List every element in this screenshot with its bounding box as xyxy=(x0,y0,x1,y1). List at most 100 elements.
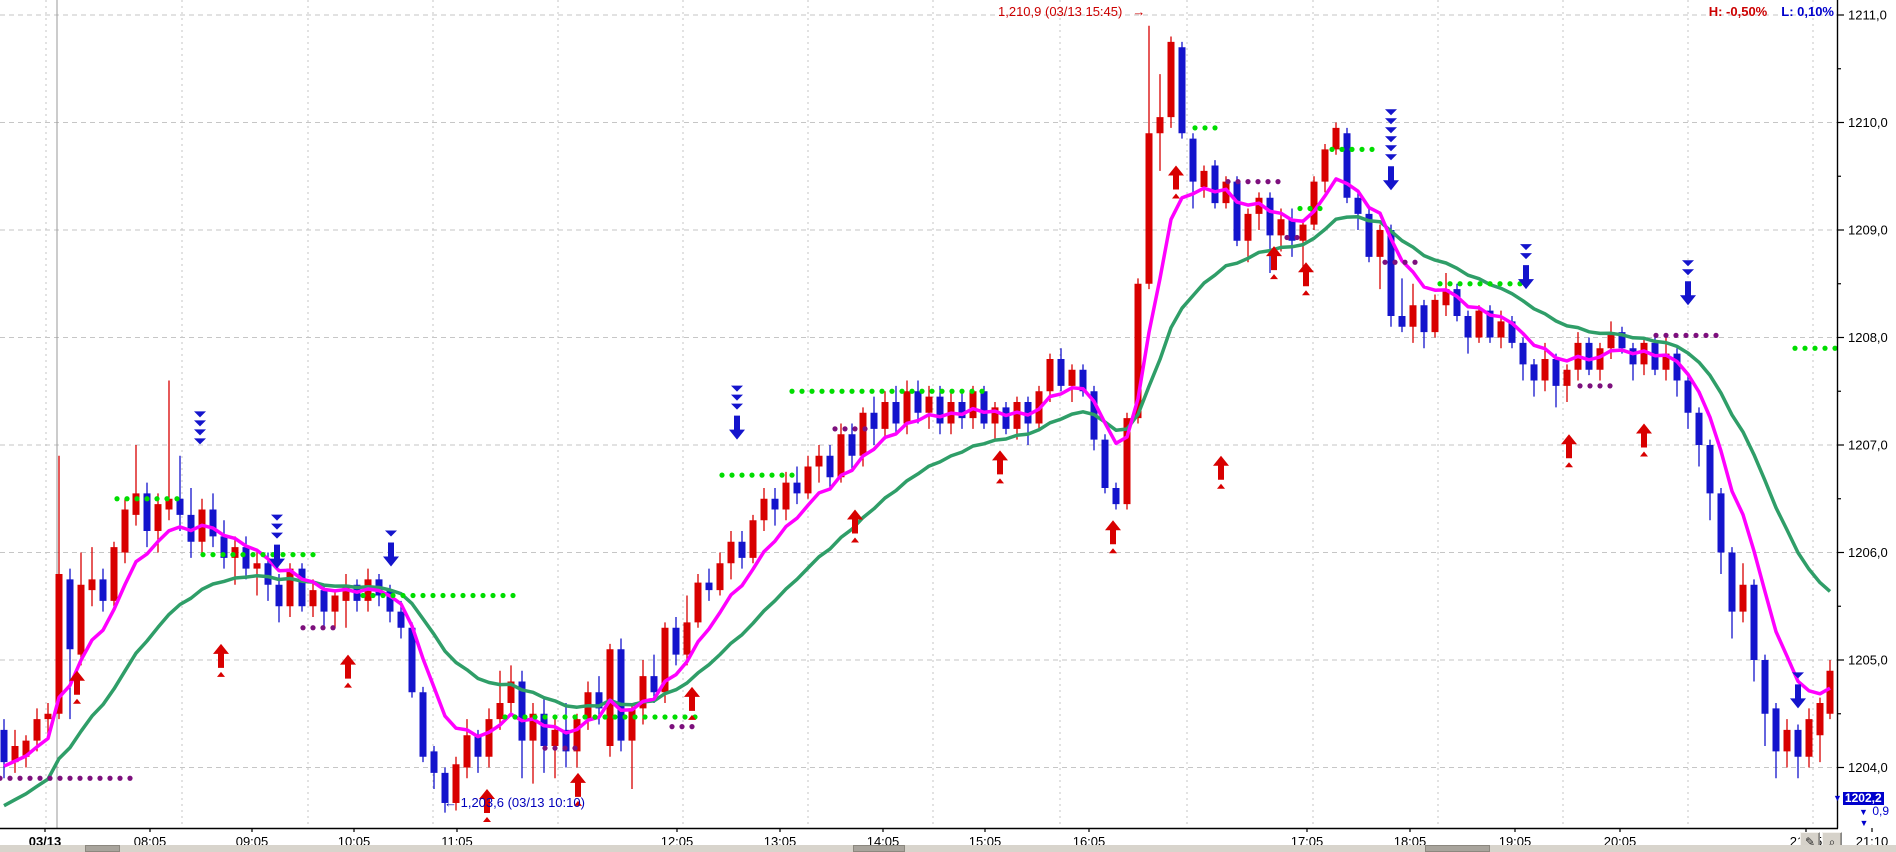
candle-down xyxy=(1508,321,1516,343)
candle-down xyxy=(793,482,801,494)
candle-down xyxy=(1618,332,1626,349)
candle-up xyxy=(969,391,977,419)
sell-chevron-icon xyxy=(1792,672,1804,679)
green-signal-dots xyxy=(909,388,915,394)
candle-down xyxy=(1728,552,1736,612)
candle-up xyxy=(165,498,173,510)
green-signal-dots xyxy=(899,388,905,394)
green-signal-dots xyxy=(562,714,568,720)
sell-chevron-icon xyxy=(1385,154,1397,161)
candle-up xyxy=(991,407,999,424)
candle-down xyxy=(848,434,856,456)
green-signal-dots xyxy=(829,388,835,394)
candle-down xyxy=(1706,445,1714,494)
low-change-label: L: 0,10% xyxy=(1781,4,1834,19)
purple-signal-dots xyxy=(1597,383,1603,389)
last-price-value: 1202,2 xyxy=(1842,791,1884,805)
sell-chevron-icon xyxy=(194,420,206,427)
candle-up xyxy=(837,434,845,478)
candle-up xyxy=(1255,197,1263,214)
green-signal-dots xyxy=(1297,205,1303,212)
green-signal-dots xyxy=(1349,146,1355,152)
candle-down xyxy=(386,590,394,612)
green-signal-dots xyxy=(260,552,266,558)
green-signal-dots xyxy=(939,388,945,394)
green-signal-dots xyxy=(1307,205,1313,212)
purple-signal-dots xyxy=(542,745,548,751)
candle-up xyxy=(1332,127,1340,150)
buy-arrow-dot-icon xyxy=(1217,483,1225,489)
candle-up xyxy=(1442,289,1450,306)
green-signal-dots xyxy=(134,496,140,502)
candle-up xyxy=(1167,41,1175,118)
purple-signal-dots xyxy=(47,775,53,781)
buy-arrow-icon xyxy=(479,789,495,813)
candle-up xyxy=(551,729,559,746)
green-signal-dots xyxy=(612,714,618,720)
purple-signal-dots xyxy=(0,775,3,781)
candle-down xyxy=(1673,353,1681,381)
sell-chevron-icon xyxy=(194,411,206,418)
green-signal-dots xyxy=(1359,146,1365,152)
candle-up xyxy=(661,627,669,693)
purple-signal-dots xyxy=(1294,234,1300,241)
candle-down xyxy=(1387,230,1395,316)
candle-down xyxy=(518,681,526,741)
green-signal-dots xyxy=(1212,125,1218,131)
green-signal-dots xyxy=(969,388,975,394)
buy-arrow-dot-icon xyxy=(1109,548,1117,554)
candle-down xyxy=(1233,181,1241,241)
candle-down xyxy=(66,579,74,650)
candle-down xyxy=(980,391,988,424)
candle-up xyxy=(1431,299,1439,333)
candle-down xyxy=(540,713,548,746)
candle-up xyxy=(804,466,812,494)
candle-up xyxy=(628,708,636,741)
green-signal-dots xyxy=(250,552,256,558)
magnifier-icon: ⌕ xyxy=(1828,835,1836,849)
green-signal-dots xyxy=(164,496,170,502)
candle-down xyxy=(705,582,713,591)
candle-down xyxy=(419,692,427,757)
candle-down xyxy=(298,568,306,607)
down-triangle-icon: ▼ xyxy=(1859,818,1869,828)
candle-up xyxy=(1816,703,1824,736)
horizontal-scrollbar[interactable] xyxy=(0,845,1896,852)
sell-arrow-icon xyxy=(729,415,745,440)
sell-arrow-icon xyxy=(1680,281,1696,306)
candle-down xyxy=(1189,138,1197,182)
green-signal-dots xyxy=(769,472,775,478)
ma-fast-line xyxy=(3,177,1831,768)
green-signal-dots xyxy=(662,714,668,720)
green-signal-dots xyxy=(859,388,865,394)
purple-signal-dots xyxy=(1703,332,1709,338)
candle-up xyxy=(1134,283,1142,419)
sell-chevron-icon xyxy=(1385,145,1397,152)
price-axis-label: 1207,0 xyxy=(1848,438,1888,453)
candle-up xyxy=(286,568,294,607)
candle-up xyxy=(1013,402,1021,429)
scrollbar-thumb[interactable] xyxy=(853,845,905,852)
green-signal-dots xyxy=(460,592,466,599)
purple-signal-dots xyxy=(1255,179,1261,185)
candle-down xyxy=(1178,47,1186,134)
sell-chevron-icon xyxy=(1385,127,1397,134)
purple-signal-dots xyxy=(1713,332,1719,338)
candle-up xyxy=(1409,305,1417,327)
price-axis-label: 1204,0 xyxy=(1848,760,1888,775)
candle-up xyxy=(463,735,471,768)
sell-chevron-icon xyxy=(194,438,206,445)
candle-up xyxy=(1596,348,1604,370)
purple-signal-dots xyxy=(862,426,868,432)
green-signal-dots xyxy=(220,552,226,558)
scrollbar-thumb[interactable] xyxy=(1425,845,1490,852)
candle-down xyxy=(176,498,184,515)
buy-arrow-icon xyxy=(1266,246,1282,271)
candle-down xyxy=(441,772,449,803)
candle-up xyxy=(231,547,239,558)
candle-down xyxy=(936,396,944,424)
purple-signal-dots xyxy=(552,745,558,751)
scrollbar-thumb[interactable] xyxy=(85,845,120,852)
